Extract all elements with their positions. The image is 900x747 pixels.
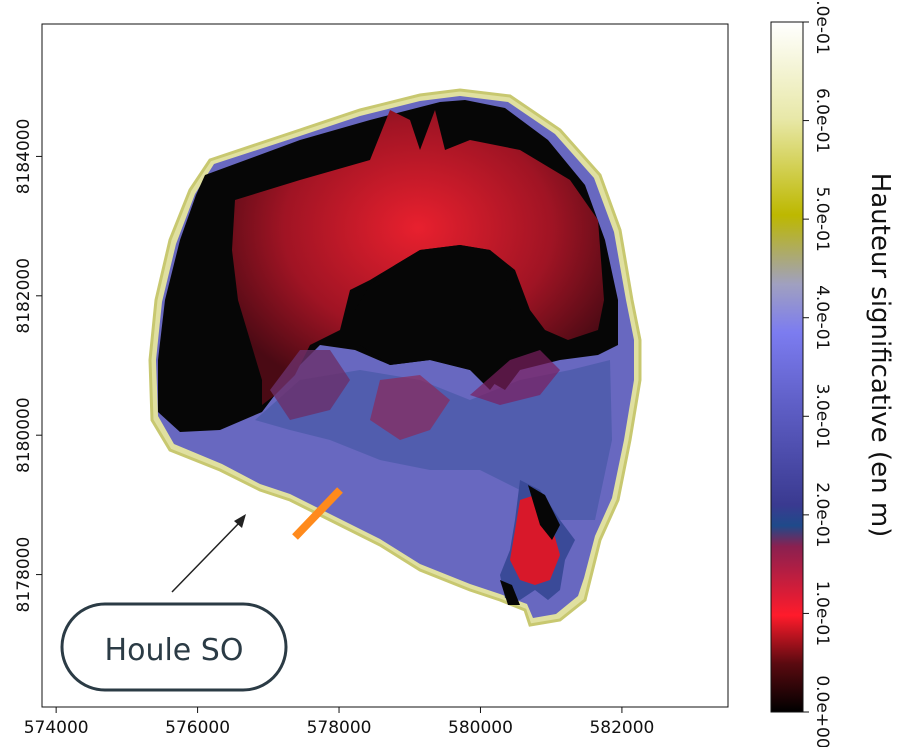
x-tick-label: 574000 — [24, 718, 89, 738]
y-tick-label: 8184000 — [14, 119, 34, 195]
island-field — [148, 88, 642, 627]
x-tick-label: 576000 — [165, 718, 230, 738]
transect-line — [292, 487, 343, 540]
y-tick-label: 8182000 — [14, 258, 34, 334]
x-tick-label: 578000 — [307, 718, 372, 738]
colorbar-tick-label: 6.0e-01 — [812, 88, 832, 153]
colorbar-tick-label: 3.0e-01 — [812, 384, 832, 449]
colorbar-tick-label: 1.0e-01 — [812, 581, 832, 646]
houle-callout: Houle SO — [60, 514, 288, 692]
colorbar: 0.0e+00 1.0e-01 2.0e-01 3.0e-01 4.0e-01 5.0e-… — [770, 0, 895, 747]
colorbar-tick-label: 4.0e-01 — [812, 285, 832, 350]
x-tick-label: 580000 — [448, 718, 513, 738]
colorbar-gradient — [770, 21, 804, 713]
colorbar-tick-label: 2.0e-01 — [812, 482, 832, 547]
colorbar-label: Hauteur significative (en m) — [865, 173, 895, 538]
x-tick-label: 582000 — [589, 718, 654, 738]
y-tick-label: 8178000 — [14, 537, 34, 613]
y-axis: 8178000 8180000 8182000 8184000 — [14, 119, 42, 613]
y-tick-label: 8180000 — [14, 397, 34, 473]
colorbar-tick-label: 7.0e-01 — [812, 0, 832, 55]
callout-text: Houle SO — [105, 633, 244, 668]
colorbar-tick-label: 0.0e+00 — [812, 675, 832, 747]
x-axis: 574000 576000 578000 580000 582000 — [24, 707, 654, 738]
colorbar-tick-label: 5.0e-01 — [812, 187, 832, 252]
